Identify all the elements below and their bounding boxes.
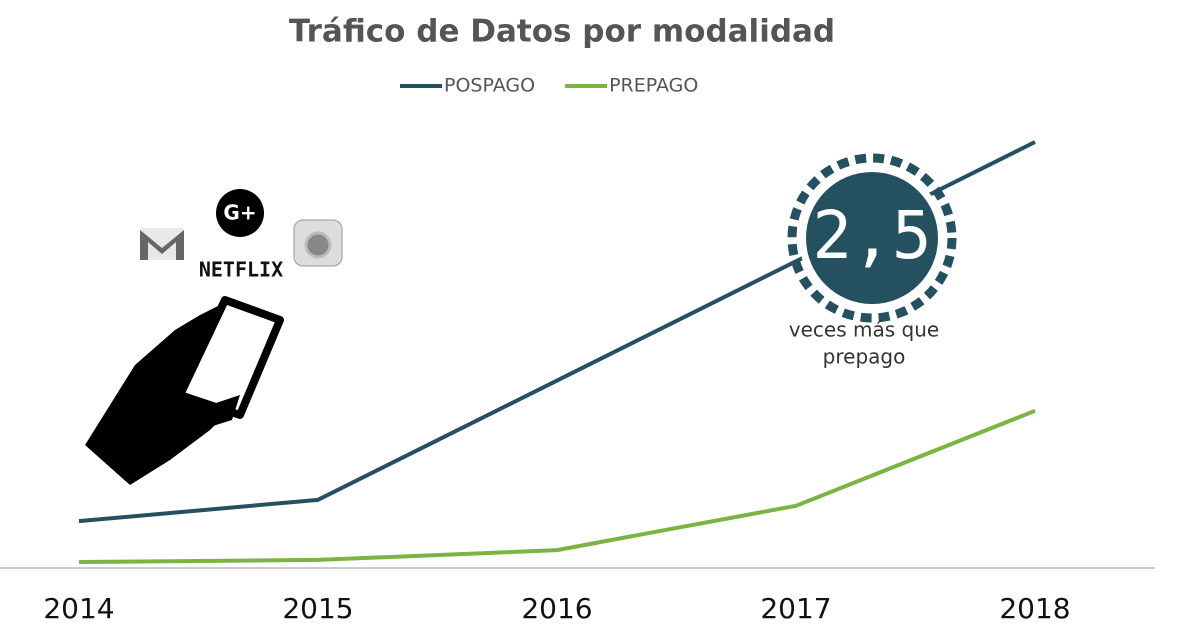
x-tick-label: 2017 bbox=[760, 592, 831, 625]
fingers bbox=[170, 395, 240, 430]
series-line bbox=[78, 408, 1036, 565]
gmail-icon bbox=[140, 228, 184, 260]
legend-label: POSPAGO bbox=[444, 75, 535, 97]
chart-title: Tráfico de Datos por modalidad bbox=[289, 14, 835, 50]
x-tick-label: 2015 bbox=[282, 592, 353, 625]
gmail-logo bbox=[140, 230, 184, 260]
instagram-lens bbox=[304, 231, 332, 259]
netflix-label: NETFLIX bbox=[199, 258, 283, 282]
badge-value: 2,5 bbox=[812, 197, 931, 274]
phone bbox=[176, 296, 284, 419]
badge bbox=[806, 172, 938, 304]
x-tick-label: 2014 bbox=[43, 592, 114, 625]
phone-illustration: G+ NETFLIX bbox=[85, 189, 343, 485]
annotation-text: prepago bbox=[823, 345, 906, 369]
gplus-label: G+ bbox=[223, 201, 256, 225]
x-tick-label: 2018 bbox=[999, 592, 1070, 625]
annotation-text: veces más que bbox=[789, 318, 939, 342]
legend-label: PREPAGO bbox=[609, 75, 698, 97]
x-tick-label: 2016 bbox=[521, 592, 592, 625]
gplus-icon bbox=[216, 189, 264, 237]
badge-ring bbox=[787, 153, 957, 323]
